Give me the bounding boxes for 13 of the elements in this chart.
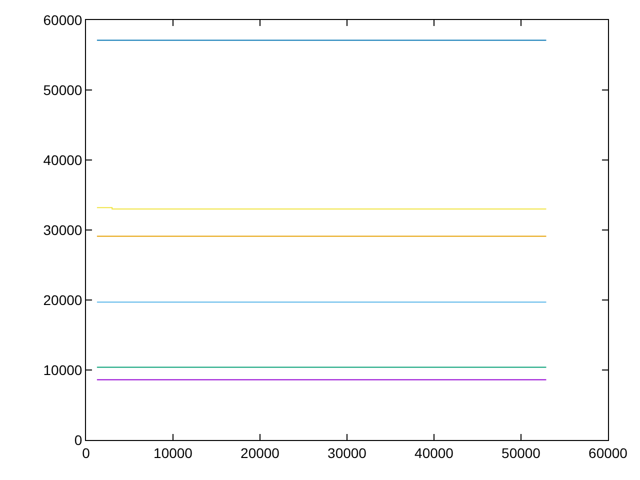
y-tick-label: 0 (74, 432, 82, 448)
y-tick-label: 40000 (43, 152, 82, 168)
x-tick-label: 40000 (414, 444, 454, 461)
y-tick-label: 10000 (43, 362, 82, 378)
y-tick-label: 60000 (43, 12, 82, 28)
x-tick-label: 50000 (502, 444, 541, 461)
x-tick-label: 20000 (240, 444, 280, 461)
x-tick-label: 60000 (588, 444, 628, 461)
y-tick-label: 50000 (43, 82, 82, 98)
x-tick-label: 30000 (328, 444, 367, 461)
y-tick-label: 30000 (43, 222, 82, 238)
y-tick-label: 20000 (43, 292, 82, 308)
x-tick-label: 10000 (154, 444, 193, 461)
